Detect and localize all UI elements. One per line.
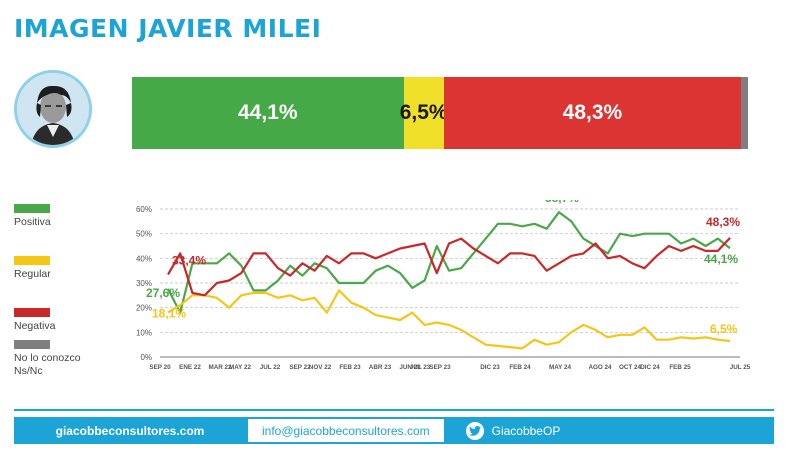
y-tick-label: 40% — [136, 254, 152, 263]
legend-label: Regular — [14, 268, 51, 280]
x-tick-label: FEB 23 — [339, 364, 361, 371]
twitter-bird-icon — [465, 421, 484, 440]
portrait-icon — [17, 73, 89, 145]
x-tick-label: ENE 22 — [179, 364, 201, 371]
x-tick-label: JUL 23 — [410, 364, 431, 371]
series-line-positiva — [167, 211, 731, 314]
website-link[interactable]: giacobbeconsultores.com — [55, 423, 205, 438]
data-label: 33,4% — [172, 254, 206, 268]
x-tick-label: NOV 22 — [309, 364, 332, 371]
page-title: IMAGEN JAVIER MILEI — [14, 14, 322, 43]
legend-swatch — [14, 204, 50, 213]
legend-item-3: No lo conozco Ns/Nc — [14, 340, 134, 378]
x-tick-label: FEB 24 — [509, 364, 531, 371]
legend-item-2: Negativa — [14, 308, 134, 333]
series-line-regular — [167, 289, 731, 350]
legend-item-1: Regular — [14, 256, 134, 281]
footer: giacobbeconsultores.com info@giacobbecon… — [14, 417, 774, 444]
stacked-bar-segment-2: 48,3% — [443, 77, 742, 149]
x-tick-label: SEP 23 — [429, 364, 451, 371]
legend-swatch — [14, 308, 50, 317]
twitter-handle: GiacobbeOP — [491, 423, 561, 438]
y-tick-label: 50% — [136, 230, 152, 239]
legend-item-0: Positiva — [14, 204, 134, 229]
data-label: 58,7% — [545, 200, 579, 205]
x-tick-label: OCT 24 — [619, 364, 642, 371]
email-link[interactable]: info@giacobbeconsultores.com — [246, 417, 446, 444]
stacked-bar-segment-1: 6,5% — [400, 77, 448, 149]
x-tick-label: JUL 22 — [260, 364, 281, 371]
data-label: 27,6% — [146, 286, 180, 300]
x-tick-label: AGO 24 — [588, 364, 612, 371]
x-tick-label: MAY 22 — [229, 364, 252, 371]
x-tick-label: SEP 20 — [149, 364, 171, 371]
stacked-bar-segment-0: 44,1% — [132, 77, 404, 149]
data-label: 44,1% — [704, 252, 738, 266]
legend-label: No lo conozco Ns/Nc — [14, 352, 81, 377]
x-tick-label: MAY 24 — [549, 364, 572, 371]
x-tick-label: FEB 25 — [669, 364, 691, 371]
y-tick-label: 0% — [140, 353, 152, 362]
x-tick-label: DIC 23 — [480, 364, 500, 371]
y-tick-label: 30% — [136, 279, 152, 288]
legend-label: Positiva — [14, 216, 51, 228]
legend-swatch — [14, 256, 50, 265]
avatar — [14, 70, 92, 148]
x-tick-label: JUL 25 — [730, 364, 750, 371]
data-label: 18,1% — [152, 306, 186, 320]
x-tick-label: JUN 23 — [399, 364, 421, 371]
footer-divider — [14, 409, 774, 411]
y-tick-label: 20% — [136, 304, 152, 313]
line-chart: 0%10%20%30%40%50%60%SEP 20 ENE 22 MAR 22MA… — [136, 200, 750, 371]
x-tick-label: ABR 23 — [369, 364, 392, 371]
x-tick-label: DIC 24 — [640, 364, 660, 371]
stacked-bar-segment-3 — [741, 77, 748, 149]
legend-label: Negativa — [14, 320, 56, 332]
twitter-link[interactable]: GiacobbeOP — [446, 421, 561, 440]
y-tick-label: 10% — [136, 328, 152, 337]
series-line-negativa — [167, 237, 731, 297]
y-tick-label: 60% — [136, 205, 152, 214]
data-label: 48,3% — [706, 215, 740, 229]
legend-swatch — [14, 340, 50, 349]
data-label: 6,5% — [710, 322, 738, 336]
stacked-bar: 44,1% 6,5% 48,3% — [132, 77, 748, 149]
x-tick-label: MAR 22 — [208, 364, 232, 371]
x-tick-label: SEP 22 — [289, 364, 311, 371]
